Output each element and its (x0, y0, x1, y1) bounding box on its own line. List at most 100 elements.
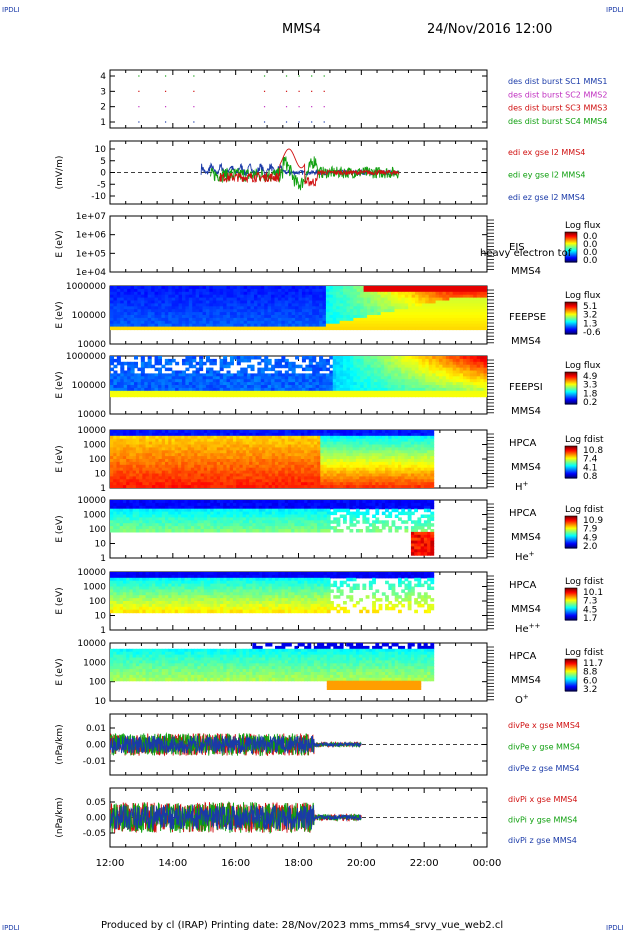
spectro-cell (332, 361, 337, 366)
spectro-cell (113, 291, 118, 296)
spectro-cell (190, 430, 195, 434)
spectro-cell (137, 393, 142, 398)
spectro-cell (250, 390, 255, 395)
spectro-cell (126, 450, 131, 454)
spectro-cell (271, 312, 276, 316)
spectro-cell (130, 309, 135, 313)
spectro-cell (439, 367, 444, 372)
colorbar-frame (564, 445, 578, 479)
spectro-cell (281, 470, 286, 475)
spectro-cell (199, 358, 204, 363)
spectro-cell (463, 361, 468, 366)
spectro-cell (278, 464, 283, 469)
spectro-cell (209, 288, 214, 293)
spectro-cell (349, 306, 354, 310)
spectro-cell (271, 373, 276, 377)
spectro-cell (157, 309, 163, 313)
spectro-cell (297, 473, 302, 477)
spectro-cell (184, 456, 189, 460)
legend-entry: des dist burst SC3 MMS3 (508, 104, 607, 113)
spectro-cell (469, 297, 474, 302)
spectro-cell (226, 309, 231, 313)
spectro-cell (209, 382, 214, 386)
spectro-cell (205, 315, 210, 319)
colorbar-tick-label: 5.1 (583, 302, 597, 312)
spectro-cell (139, 461, 143, 466)
spectro-cell (291, 485, 296, 488)
spectro-cell (192, 356, 197, 360)
spectro-cell (226, 393, 231, 398)
spectro-cell (116, 379, 121, 383)
spectro-cell (200, 444, 205, 448)
spectro-cell (223, 479, 228, 483)
spectro-cell (257, 300, 262, 304)
colorbar-segment (565, 233, 577, 235)
spectro-cell (459, 320, 464, 325)
spectro-cell (133, 323, 139, 328)
panel-frame (109, 215, 488, 273)
colorbar-segment (565, 302, 577, 304)
spectro-cell (275, 435, 279, 440)
spectro-cell (152, 476, 156, 480)
spectro-cell (140, 385, 145, 389)
colorbar-title: Log flux (565, 361, 601, 371)
spectro-cell (291, 376, 296, 380)
spectro-cell (233, 323, 238, 328)
spectro-cell (194, 459, 198, 463)
spectro-cell (145, 435, 150, 440)
spectro-cell (226, 453, 231, 457)
spectro-cell (445, 306, 450, 310)
spectro-cell (171, 320, 176, 325)
spectro-cell (174, 461, 179, 466)
spectro-cell (304, 461, 308, 466)
spectro-cell (229, 485, 234, 488)
y-tick-label: 10 (95, 145, 107, 155)
spectro-cell (113, 432, 118, 437)
spectro-cell (456, 309, 461, 313)
spectro-cell (135, 470, 140, 475)
spectro-cell (329, 312, 334, 316)
spectro-cell (245, 435, 250, 440)
spectro-cell (212, 320, 217, 325)
spectro-cell (312, 317, 317, 322)
spectro-cell (277, 379, 282, 383)
spectro-cell (137, 320, 142, 325)
spectro-cell (161, 390, 166, 395)
spectro-cell (243, 315, 248, 319)
spectro-cell (445, 364, 450, 369)
spectro-cell (195, 309, 200, 313)
spectro-cell (200, 432, 205, 437)
spectro-cell (480, 297, 485, 302)
spectro-cell (353, 382, 358, 386)
spectro-cell (137, 291, 142, 296)
spectro-cell (116, 315, 121, 319)
spectro-cell (281, 297, 286, 302)
spectro-cell (301, 320, 306, 325)
spectro-cell (202, 291, 207, 296)
spectro-cell (425, 326, 430, 331)
spectro-cell (199, 364, 204, 369)
spectro-cell (332, 367, 337, 372)
spectro-cell (373, 326, 378, 331)
spectro-cell (129, 482, 134, 486)
spectro-cell (210, 482, 215, 486)
spectro-cell (161, 387, 166, 392)
spectro-cell (367, 367, 372, 372)
spectro-cell (329, 306, 334, 310)
spectro-cell (425, 306, 430, 310)
spectro-cell (466, 382, 471, 386)
spectro-cell (473, 326, 478, 331)
colorbar-tick-label: 3.2 (583, 311, 597, 321)
spectro-cell (264, 358, 269, 363)
spectro-cell (184, 479, 189, 483)
spectro-cell (439, 312, 444, 316)
spectro-cell (271, 376, 276, 380)
spectro-cell (262, 435, 266, 440)
spectro-cell (480, 393, 485, 398)
spectro-cell (363, 317, 368, 322)
spectro-cell (277, 317, 282, 322)
colorbar-frame (564, 231, 578, 263)
spectro-cell (295, 364, 300, 369)
colorbar-segment (565, 246, 577, 248)
spectro-cell (325, 297, 330, 302)
